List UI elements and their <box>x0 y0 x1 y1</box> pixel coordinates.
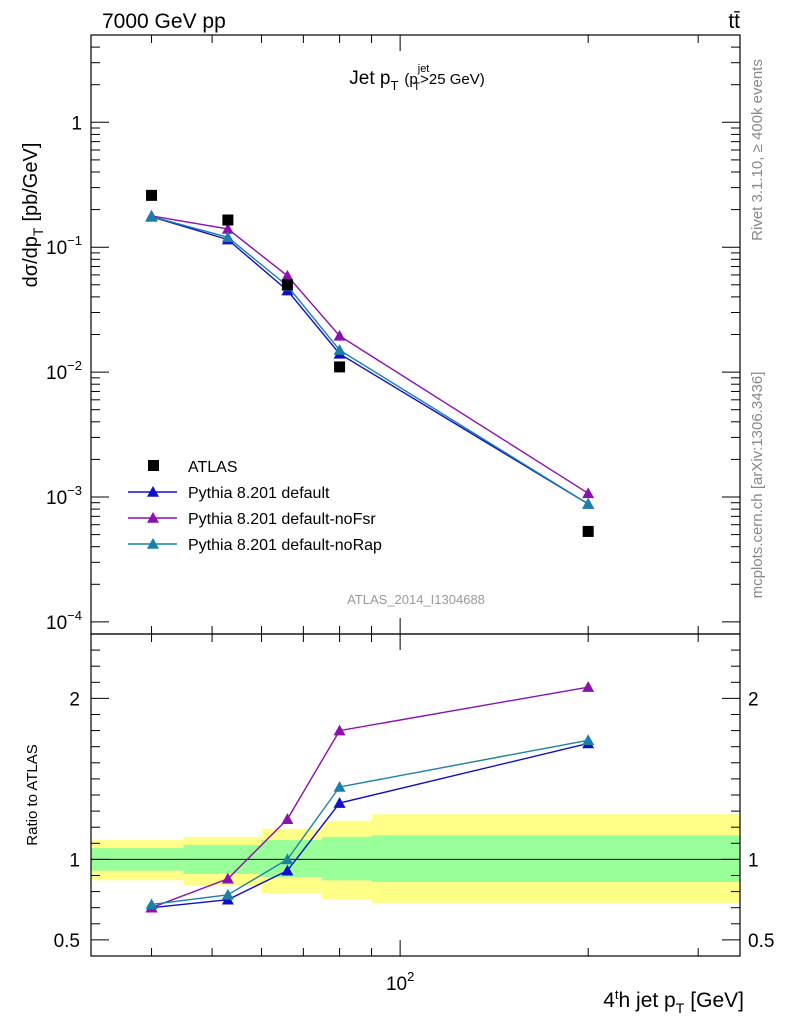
series-marker-main <box>221 231 234 243</box>
ratio-lines <box>145 681 595 913</box>
series-marker-ratio <box>145 898 158 910</box>
series-marker-main <box>221 222 234 234</box>
title-cut-pre: (p <box>404 71 417 88</box>
title-main: Jet p <box>349 68 390 89</box>
series-marker-main <box>145 210 158 222</box>
title-cut-sub: T <box>413 81 420 93</box>
y-tick-label: 10−4 <box>46 608 82 634</box>
legend-marker <box>147 512 159 523</box>
series-marker-main <box>333 344 346 355</box>
series-marker-ratio <box>281 864 294 876</box>
data-point <box>582 525 594 537</box>
side-label-top: Rivet 3.1.10, ≥ 400k events <box>749 59 766 241</box>
legend-label-data: ATLAS <box>188 459 238 476</box>
y-tick-label: 10−2 <box>46 358 82 384</box>
legend-label: Pythia 8.201 default-noRap <box>188 537 382 554</box>
x-label-unit: [GeV] <box>690 989 744 1012</box>
ratio-tick-label-left: 0.5 <box>54 931 80 952</box>
chart-title: Jet pT (pjet T>25 GeV) <box>349 63 484 93</box>
series-marker-ratio <box>582 681 595 692</box>
stat-uncertainty-band <box>322 836 372 881</box>
data-point <box>281 279 293 291</box>
legend-marker <box>147 538 159 549</box>
series-marker-main <box>333 329 346 341</box>
legend: ATLAS Pythia 8.201 default Pythia 8.201 de… <box>128 459 382 554</box>
series-marker-ratio <box>221 888 234 900</box>
legend-marker-data <box>148 460 159 471</box>
x-label-pre: 4 <box>603 989 615 1012</box>
series-marker-ratio <box>333 780 346 792</box>
series-marker-ratio <box>281 853 294 865</box>
ratio-tick-label-right: 2 <box>748 689 759 710</box>
axes: 102 1 10−1 10−2 10−3 10−4 0.5 0.5 1 1 2 2 <box>46 34 774 995</box>
analysis-watermark: ATLAS_2014_I1304688 <box>347 592 485 607</box>
side-label-bottom: mcplots.cern.ch [arXiv:1306.3436] <box>749 372 766 599</box>
y-label-unit: [pb/GeV] <box>20 143 42 222</box>
ratio-tick-label-left: 2 <box>69 689 80 710</box>
series-marker-ratio <box>582 734 595 746</box>
data-point <box>222 214 234 226</box>
series-line-main <box>151 215 589 494</box>
x-label-sub: T <box>676 1000 685 1016</box>
data-point <box>146 189 158 201</box>
y-tick-label: 10−3 <box>46 483 82 509</box>
x-axis-label: 4th jet pT [GeV] <box>603 987 744 1016</box>
ratio-tick-label-left: 1 <box>69 850 80 871</box>
stat-uncertainty-band <box>371 835 740 882</box>
y-label-main: dσ/dp <box>20 236 42 287</box>
header-left: 7000 GeV pp <box>102 10 226 33</box>
ratio-bands <box>91 814 740 903</box>
y-axis-label: dσ/dpT [pb/GeV] <box>20 143 46 288</box>
x-label-sup: t <box>615 987 619 1002</box>
legend-label: Pythia 8.201 default <box>188 485 330 502</box>
series-marker-main <box>582 497 595 509</box>
ratio-axis-label: Ratio to ATLAS <box>24 744 41 845</box>
x-tick-label: 102 <box>386 969 414 995</box>
series-marker-ratio <box>333 724 346 736</box>
y-tick-label: 10−1 <box>46 233 82 259</box>
y-tick-label: 1 <box>71 113 82 134</box>
ratio-tick-label-right: 0.5 <box>748 931 774 952</box>
series-marker-ratio <box>333 797 346 808</box>
title-cut-post: >25 GeV) <box>420 71 485 88</box>
main-lines <box>145 189 595 537</box>
stat-uncertainty-band <box>261 840 323 878</box>
series-marker-ratio <box>281 813 294 824</box>
title-cut-sup: jet <box>417 63 430 75</box>
data-point <box>334 361 346 373</box>
series-marker-main <box>582 487 595 499</box>
x-label-mid: h jet p <box>619 989 676 1012</box>
y-label-sub: T <box>30 227 46 236</box>
legend-label: Pythia 8.201 default-noFsr <box>188 511 376 528</box>
header-right: tt̄ <box>728 10 740 33</box>
title-sub: T <box>390 78 398 93</box>
ratio-frame <box>90 633 741 957</box>
series-marker-main <box>281 269 294 281</box>
legend-marker <box>147 486 159 497</box>
ratio-tick-label-right: 1 <box>748 850 759 871</box>
series-marker-ratio <box>221 872 234 884</box>
